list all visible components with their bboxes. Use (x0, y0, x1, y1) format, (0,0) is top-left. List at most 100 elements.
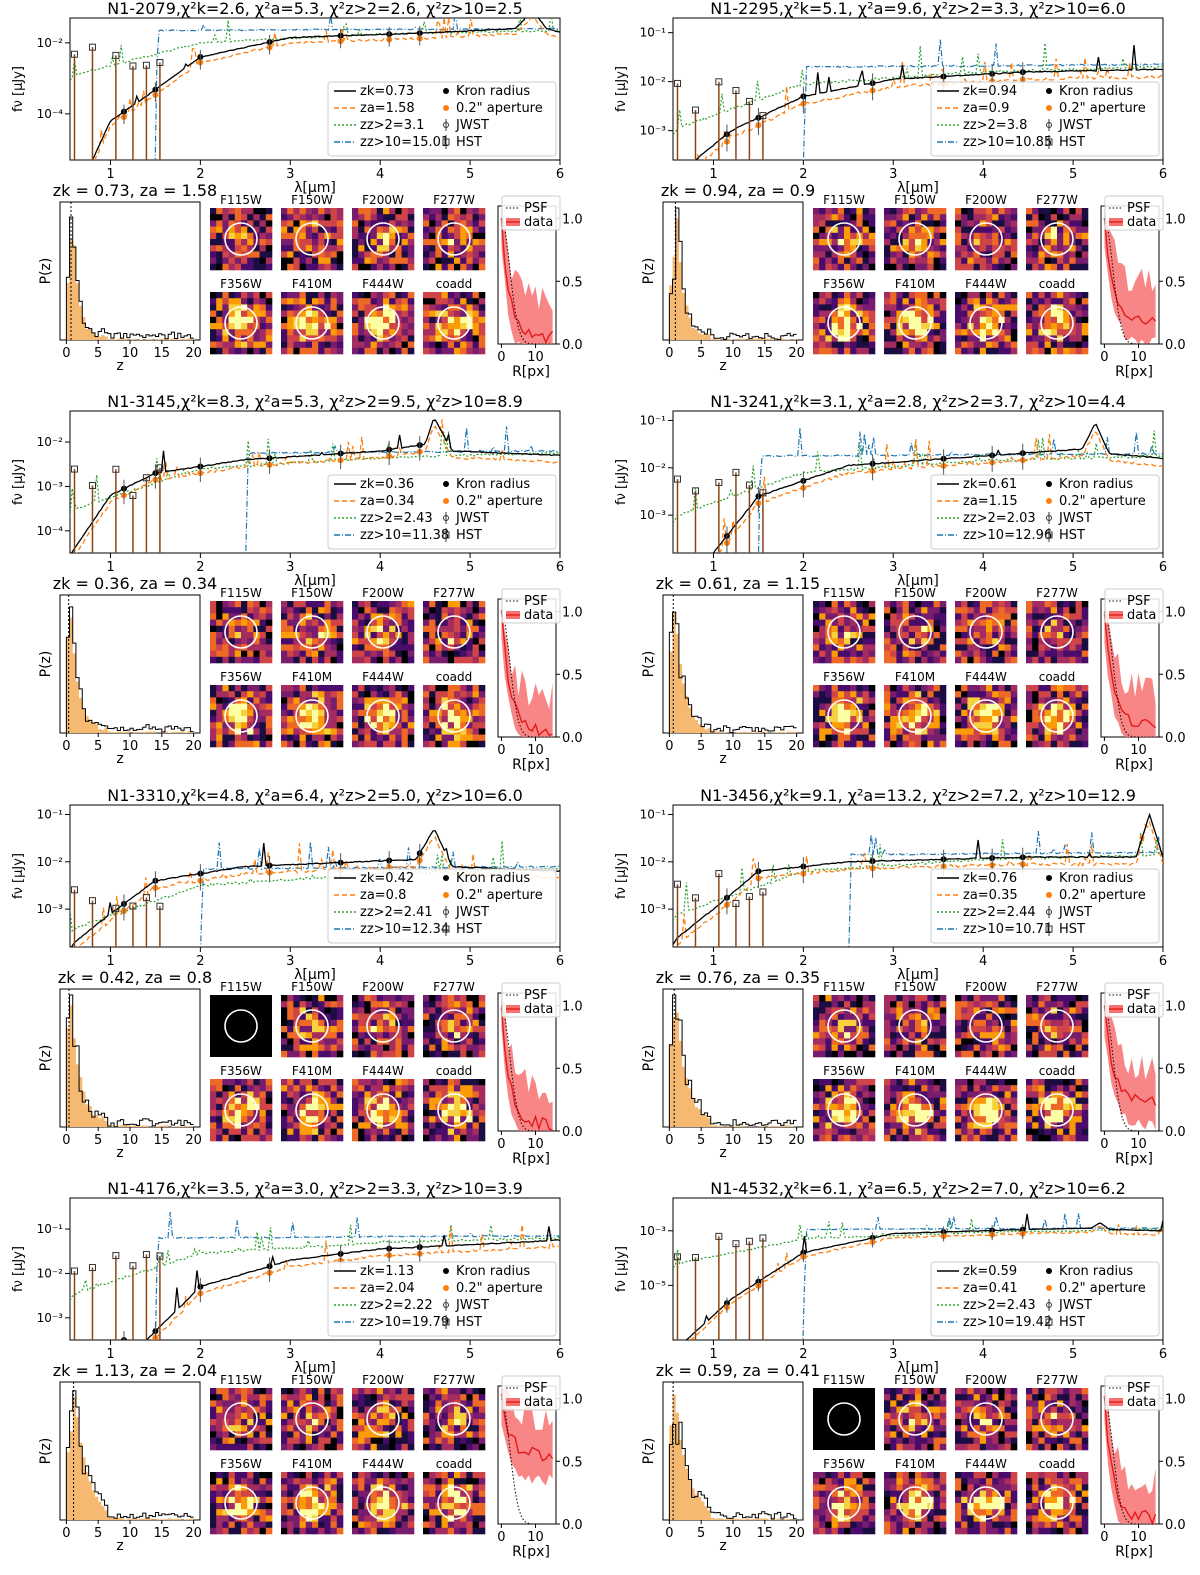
cutout-pixel (850, 650, 857, 658)
cutout-pixel (383, 650, 390, 658)
cutout-pixel (1081, 685, 1089, 692)
cutout-pixel (927, 1001, 934, 1008)
cutout-pixel (222, 226, 229, 234)
cutout-pixel (979, 214, 987, 221)
cutout-pixel (407, 329, 415, 336)
cutout-F200W: F200W (955, 586, 1018, 664)
cutout-pixel (831, 619, 839, 627)
cutout-pixel (1069, 638, 1076, 645)
cutout-pixel (324, 728, 331, 735)
cutout-pixel (435, 208, 442, 215)
cutout-pixel (454, 341, 461, 349)
cutout-pixel (1038, 734, 1045, 742)
cutout-pixel (1026, 263, 1033, 271)
cutout-label: F410M (895, 670, 935, 684)
sed-y-tick-label: 10⁻³ (37, 902, 64, 916)
cutout-pixel (312, 347, 319, 355)
cutout-pixel (927, 740, 934, 748)
cutout-pixel (998, 728, 1005, 735)
pz-x-tick-label: 10 (122, 1133, 139, 1148)
sed-x-tick-label: 2 (196, 954, 204, 969)
cutout-pixel (921, 685, 928, 692)
cutout-pixel (318, 619, 325, 627)
cutout-pixel (992, 1013, 999, 1021)
aperture-circle (969, 615, 1003, 649)
cutout-pixel (955, 995, 962, 1002)
profile-x-tick-label: 0 (1100, 743, 1108, 758)
cutout-pixel (927, 298, 934, 305)
cutout-pixel (324, 220, 331, 227)
cutout-pixel (1010, 251, 1018, 258)
cutout-pixel (844, 995, 851, 1002)
cutout-pixel (293, 329, 300, 336)
cutout-pixel (856, 341, 863, 349)
cutout-pixel (466, 656, 473, 664)
cutout-pixel (1063, 740, 1070, 748)
cutout-pixel (856, 638, 863, 645)
cutout-pixel (423, 341, 430, 349)
cutout-pixel (281, 341, 288, 349)
cutout-pixel (318, 1044, 325, 1052)
cutout-label: F444W (362, 670, 404, 684)
cutout-pixel (401, 716, 409, 723)
cutout-pixel (265, 251, 273, 258)
cutout-pixel (358, 1019, 365, 1027)
cutout-pixel (447, 226, 455, 234)
cutout-pixel (896, 703, 903, 711)
cutout-pixel (986, 298, 993, 305)
cutout-pixel (921, 298, 928, 305)
cutout-pixel (472, 1128, 480, 1136)
cutout-pixel (210, 251, 217, 258)
cutout-pixel (939, 304, 947, 311)
cutout-pixel (1057, 208, 1064, 215)
cutout-pixel (247, 728, 254, 735)
hst-point (112, 51, 120, 59)
cutout-pixel (247, 1079, 254, 1086)
cutout-pixel (478, 740, 486, 748)
cutout-pixel (1010, 245, 1018, 252)
cutout-pixel (395, 656, 402, 664)
cutout-pixel (352, 1050, 359, 1058)
cutout-pixel (921, 263, 928, 271)
cutout-pixel (259, 607, 267, 614)
cutout-pixel (358, 1079, 365, 1086)
cutout-pixel (370, 1103, 378, 1111)
cutout-pixel (1038, 208, 1045, 215)
cutout-pixel (831, 316, 839, 324)
cutout-pixel (868, 208, 876, 215)
pz-histogram-aperture (66, 238, 194, 340)
cutout-pixel (819, 1026, 826, 1033)
cutout-pixel (921, 691, 928, 698)
cutout-pixel (1075, 656, 1083, 664)
cutout-pixel (389, 239, 396, 246)
legend-label-psf: PSF (1127, 201, 1151, 216)
cutout-pixel (472, 323, 480, 330)
hst-point (691, 894, 699, 902)
cutout-pixel (460, 1128, 467, 1136)
cutout-pixel (281, 1091, 288, 1098)
cutout-pixel (447, 1044, 455, 1052)
cutout-pixel (281, 728, 288, 735)
cutout-pixel (1044, 619, 1052, 627)
cutout-pixel (890, 323, 897, 330)
cutout-pixel (1004, 691, 1012, 698)
cutout-pixel (358, 310, 365, 318)
cutout-pixel (293, 310, 300, 318)
cutout-pixel (862, 632, 870, 639)
cutout-pixel (247, 632, 254, 639)
cutout-pixel (1026, 656, 1033, 664)
profile-y-tick-label: 0.0 (562, 731, 583, 746)
cutout-pixel (336, 1128, 344, 1136)
cutout-pixel (352, 220, 359, 227)
cutout-pixel (825, 685, 832, 692)
cutout-pixel (395, 607, 402, 614)
cutout-pixel (921, 232, 928, 240)
cutout-pixel (472, 1019, 480, 1027)
cutout-pixel (370, 995, 378, 1002)
cutout-pixel (967, 226, 974, 234)
cutout-pixel (435, 1032, 442, 1039)
cutout-pixel (862, 619, 870, 627)
cutout-pixel (370, 691, 378, 698)
cutout-pixel (466, 697, 473, 704)
cutout-pixel (884, 251, 891, 258)
